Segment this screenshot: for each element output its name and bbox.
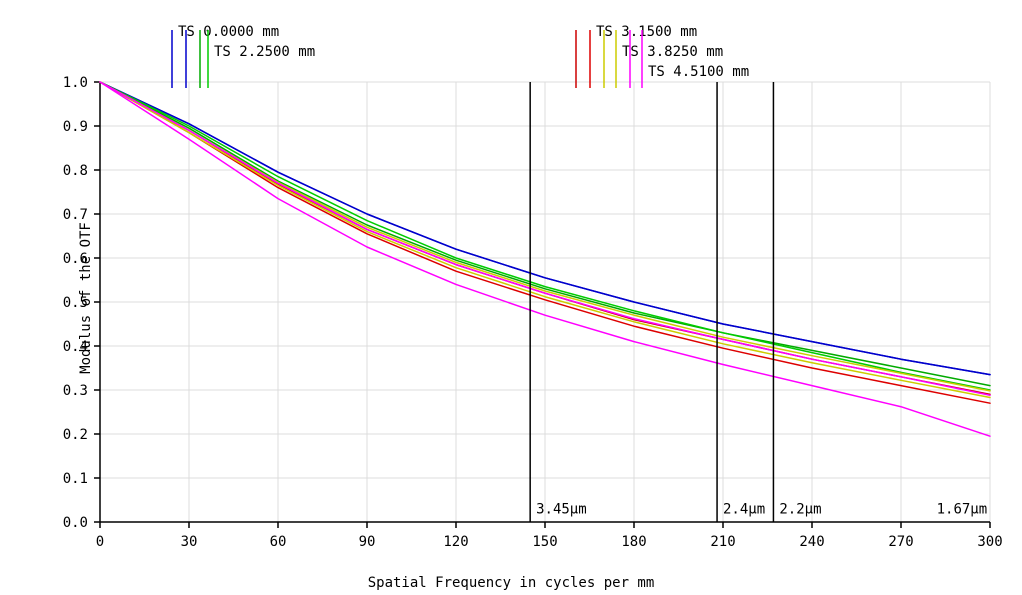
marker-label: 2.2μm [779, 502, 821, 518]
x-axis-label: Spatial Frequency in cycles per mm [368, 575, 655, 591]
marker-label: 2.4μm [723, 502, 765, 518]
svg-text:0.2: 0.2 [63, 427, 88, 443]
svg-text:150: 150 [532, 534, 557, 550]
legend-label: TS 2.2500 mm [214, 44, 315, 60]
svg-text:0.3: 0.3 [63, 383, 88, 399]
legend-label: TS 0.0000 mm [178, 24, 279, 40]
chart-svg: 0 30 60 90 120 150 180 210 240 270 300 0.0 0.1 0.2 0.3… [0, 0, 1022, 595]
svg-text:270: 270 [888, 534, 913, 550]
legend-label: TS 3.1500 mm [596, 24, 697, 40]
svg-text:0.0: 0.0 [63, 515, 88, 531]
svg-text:120: 120 [443, 534, 468, 550]
legend-label: TS 4.5100 mm [648, 64, 749, 80]
y-axis-label: Modulus of the OTF [78, 222, 94, 374]
mtf-chart: 0 30 60 90 120 150 180 210 240 270 300 0.0 0.1 0.2 0.3… [0, 0, 1022, 595]
svg-text:1.0: 1.0 [63, 75, 88, 91]
svg-text:240: 240 [799, 534, 824, 550]
svg-text:0.9: 0.9 [63, 119, 88, 135]
svg-text:300: 300 [977, 534, 1002, 550]
svg-text:30: 30 [181, 534, 198, 550]
legend-label: TS 3.8250 mm [622, 44, 723, 60]
svg-text:180: 180 [621, 534, 646, 550]
svg-text:60: 60 [270, 534, 287, 550]
svg-text:0.8: 0.8 [63, 163, 88, 179]
svg-text:90: 90 [359, 534, 376, 550]
svg-text:210: 210 [710, 534, 735, 550]
svg-text:0: 0 [96, 534, 104, 550]
svg-text:0.7: 0.7 [63, 207, 88, 223]
marker-label: 1.67μm [937, 502, 988, 518]
svg-text:0.1: 0.1 [63, 471, 88, 487]
marker-label: 3.45μm [536, 502, 587, 518]
